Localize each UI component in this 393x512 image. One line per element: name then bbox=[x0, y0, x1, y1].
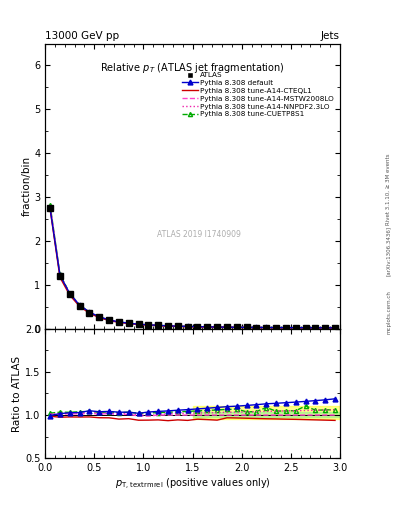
Y-axis label: Ratio to ATLAS: Ratio to ATLAS bbox=[12, 355, 22, 432]
Text: mcplots.cern.ch: mcplots.cern.ch bbox=[386, 290, 391, 334]
Y-axis label: fraction/bin: fraction/bin bbox=[21, 156, 31, 216]
Text: Rivet 3.1.10, ≥ 3M events: Rivet 3.1.10, ≥ 3M events bbox=[386, 154, 391, 225]
Text: [arXiv:1306.3436]: [arXiv:1306.3436] bbox=[386, 226, 391, 276]
Text: 13000 GeV pp: 13000 GeV pp bbox=[45, 31, 119, 41]
Text: Jets: Jets bbox=[321, 31, 340, 41]
Legend: ATLAS, Pythia 8.308 default, Pythia 8.308 tune-A14-CTEQL1, Pythia 8.308 tune-A14: ATLAS, Pythia 8.308 default, Pythia 8.30… bbox=[180, 70, 336, 120]
Text: ATLAS 2019 I1740909: ATLAS 2019 I1740909 bbox=[156, 230, 241, 240]
Text: Relative $p_T$ (ATLAS jet fragmentation): Relative $p_T$ (ATLAS jet fragmentation) bbox=[100, 60, 285, 75]
X-axis label: $p_{\rm T,\,textrm{rel}}$ (positive values only): $p_{\rm T,\,textrm{rel}}$ (positive valu… bbox=[115, 477, 270, 493]
